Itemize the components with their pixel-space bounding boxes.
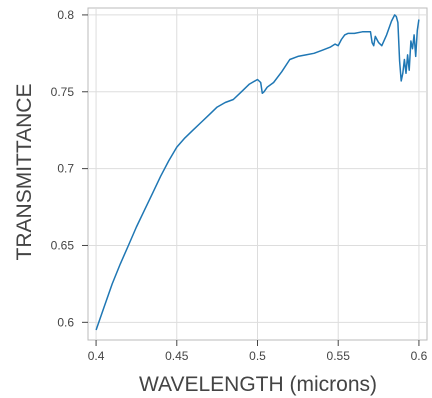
y-tick-label: 0.6: [57, 315, 74, 329]
x-tick-label: 0.45: [165, 349, 189, 363]
x-tick-label: 0.5: [249, 349, 266, 363]
transmittance-series-line: [95, 14, 420, 331]
x-tick-label: 0.4: [88, 349, 105, 363]
series-layer: [95, 14, 420, 331]
grid-lines: [88, 8, 427, 340]
x-axis-title: WAVELENGTH (microns): [139, 373, 377, 396]
x-tick-label: 0.6: [411, 349, 428, 363]
y-tick-label: 0.8: [57, 8, 74, 22]
x-tick-label: 0.55: [327, 349, 351, 363]
y-axis-title: TRANSMITTANCE: [13, 84, 36, 261]
y-tick-label: 0.75: [51, 85, 75, 99]
y-tick-label: 0.7: [57, 162, 74, 176]
y-tick-label: 0.65: [51, 238, 75, 252]
axes: 0.4 0.45 0.5 0.55 0.6 0.6 0.65 0.7 0.75 0.8: [51, 8, 428, 363]
